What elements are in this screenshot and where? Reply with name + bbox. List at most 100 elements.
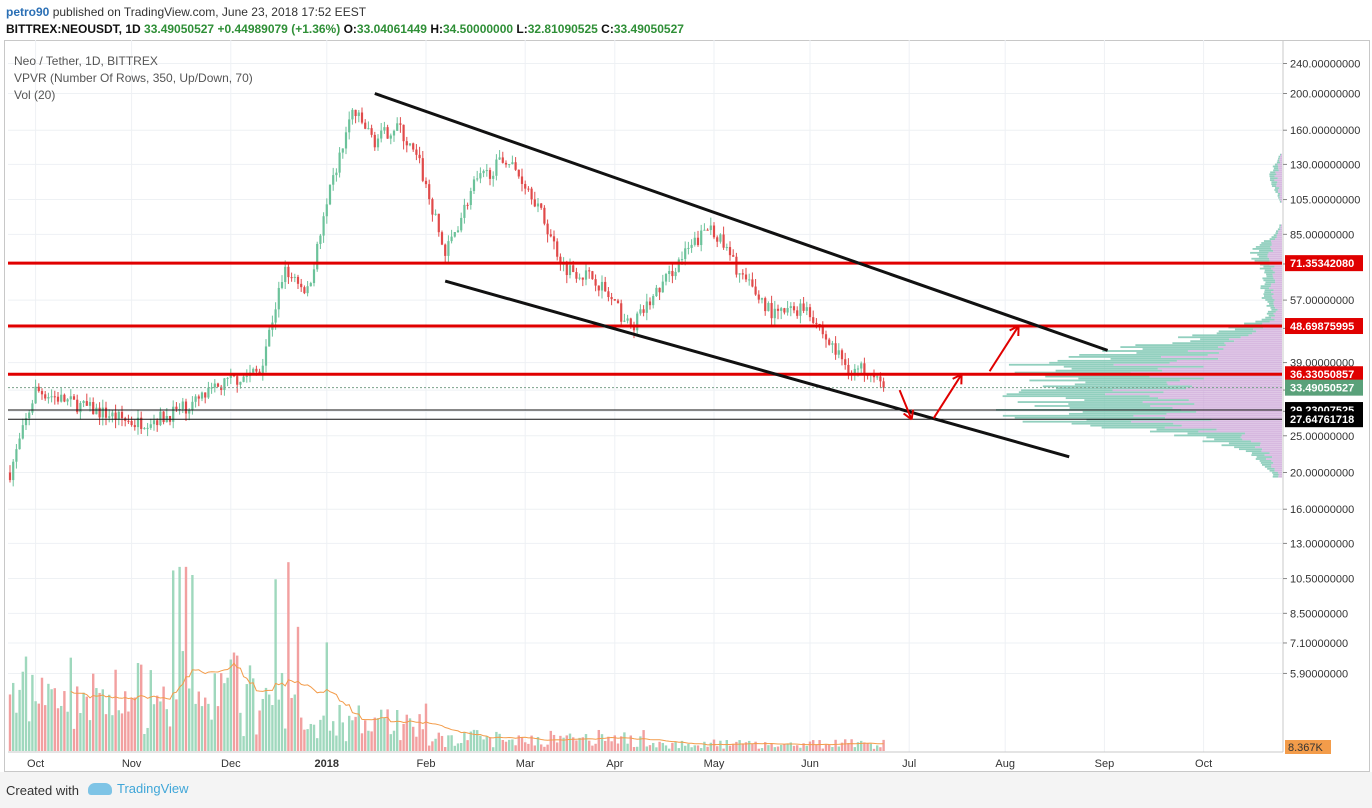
- price-axis[interactable]: 460.00000000380.00000000300.00000000240.…: [1282, 40, 1363, 754]
- volume-bar: [818, 740, 821, 751]
- vpvr-row-down: [1266, 458, 1282, 460]
- volume-bar: [757, 748, 760, 751]
- volume-bar: [476, 730, 479, 751]
- projection-arrow[interactable]: [932, 373, 963, 419]
- candle-body: [40, 391, 44, 395]
- price-tick-label: 20.00000000: [1290, 468, 1354, 480]
- vpvr-row-up: [1270, 171, 1276, 174]
- projection-arrow[interactable]: [988, 325, 1020, 372]
- vpvr-row-down: [1261, 450, 1282, 453]
- volume-bar: [578, 737, 581, 751]
- volume-pane: [8, 562, 885, 751]
- vpvr-row-down: [1270, 246, 1282, 248]
- candle-body: [616, 300, 620, 304]
- candle-body: [264, 346, 268, 366]
- volume-bar: [127, 711, 130, 751]
- volume-bar: [341, 722, 344, 751]
- time-axis[interactable]: Oct Nov Dec 2018 Feb Mar Apr May Jun Jul Aug Sep Oct: [8, 751, 1283, 770]
- vpvr-row-down: [1271, 267, 1282, 270]
- vpvr-row-up: [1071, 422, 1174, 425]
- candle-body: [856, 368, 860, 370]
- time-tick-label: Feb: [417, 758, 436, 770]
- vpvr-row-up: [1261, 242, 1272, 244]
- vpvr-row-up: [1275, 191, 1279, 193]
- candle-body: [488, 170, 492, 179]
- vpvr-row-up: [1178, 336, 1241, 339]
- vpvr-row-up: [1260, 285, 1271, 288]
- vpvr-row-up: [1279, 224, 1282, 227]
- vpvr-row-down: [1279, 187, 1282, 189]
- candle-body: [559, 256, 562, 265]
- candle-body: [412, 143, 415, 150]
- volume-bar: [860, 740, 863, 751]
- volume-bar: [546, 744, 549, 751]
- channel-lower-line[interactable]: [444, 279, 1070, 459]
- candle-body: [456, 230, 460, 232]
- candle-body: [508, 164, 511, 166]
- vpvr-row-up: [1269, 238, 1276, 240]
- vpvr-row-up: [1259, 249, 1274, 252]
- volume-bar: [412, 726, 415, 751]
- candle-body: [770, 303, 773, 319]
- candle-body: [620, 303, 623, 322]
- candle-body: [386, 127, 389, 139]
- vpvr-row-up: [1264, 295, 1272, 297]
- vpvr-row-up: [1014, 371, 1131, 374]
- author-link[interactable]: petro90: [6, 5, 50, 19]
- volume-bar: [863, 742, 866, 751]
- volume-bar: [258, 710, 261, 751]
- candle-body: [754, 286, 757, 295]
- vpvr-row-up: [1101, 426, 1165, 429]
- candle-body: [847, 364, 850, 374]
- tradingview-logo[interactable]: TradingView: [88, 781, 189, 796]
- price-chart[interactable]: 460.00000000380.00000000300.00000000240.…: [0, 40, 1372, 772]
- vpvr-row-down: [1250, 440, 1282, 443]
- vpvr-row-up: [1172, 342, 1225, 345]
- volume-bar: [636, 746, 639, 751]
- vpvr-row-down: [1229, 338, 1282, 341]
- volume-bar: [559, 735, 562, 751]
- candle-body: [284, 266, 287, 283]
- vpvr-row-down: [1268, 251, 1282, 254]
- candle-body: [764, 298, 767, 312]
- vpvr-row-down: [1275, 281, 1282, 284]
- volume-bar: [536, 736, 540, 751]
- vpvr-row-down: [1252, 332, 1282, 335]
- volume-bar: [280, 672, 284, 751]
- vpvr-row-up: [1256, 456, 1273, 458]
- vpvr-row-down: [1280, 226, 1282, 229]
- candle-body: [277, 287, 280, 310]
- projection-arrow[interactable]: [898, 389, 913, 420]
- vpvr-row-up: [1279, 198, 1281, 201]
- volume-bar: [18, 689, 21, 751]
- vpvr-row-down: [1271, 242, 1282, 244]
- vpvr-row-down: [1272, 273, 1282, 276]
- candle-body: [111, 412, 114, 417]
- volume-bar: [428, 745, 431, 751]
- candle-body: [223, 378, 226, 390]
- candle-body: [424, 180, 428, 185]
- vpvr-row-up: [1277, 228, 1281, 231]
- vpvr-row-down: [1272, 456, 1282, 458]
- time-tick-label: Jul: [902, 758, 916, 770]
- vpvr-row-down: [1225, 344, 1282, 347]
- candle-body: [693, 237, 696, 245]
- candle-body: [280, 282, 284, 288]
- vpvr-row-down: [1279, 157, 1282, 160]
- volume-bar: [517, 735, 520, 751]
- vpvr-row-down: [1149, 375, 1282, 378]
- vpvr-row-up: [1264, 283, 1272, 286]
- candle-body: [546, 223, 549, 235]
- candle-body: [437, 213, 440, 233]
- vpvr-row-up: [1042, 385, 1193, 388]
- vpvr-row-down: [1172, 407, 1282, 409]
- vpvr-row-down: [1273, 312, 1282, 315]
- candle-body: [728, 247, 732, 256]
- volume-bar: [511, 739, 514, 751]
- volume-bar: [37, 703, 40, 751]
- channel-upper-line[interactable]: [374, 92, 1109, 352]
- candle-body: [607, 291, 610, 298]
- volume-bar: [47, 683, 50, 751]
- candle-body: [178, 409, 181, 411]
- volume-bar: [245, 684, 248, 751]
